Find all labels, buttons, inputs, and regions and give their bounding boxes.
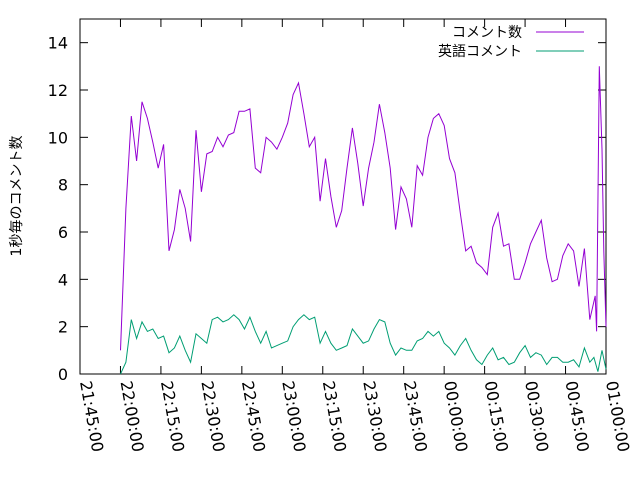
x-tick-label: 23:15:00 [319,379,350,453]
x-tick-label: 22:15:00 [157,379,188,453]
y-tick-label: 4 [58,270,68,289]
x-tick-label: 23:45:00 [400,379,431,453]
plot-frame [79,18,607,375]
series-line-english-comments [120,314,607,375]
x-tick-label: 00:00:00 [440,379,471,453]
legend-label: コメント数 [452,25,522,41]
y-tick-label: 8 [58,176,68,195]
y-tick-label: 10 [48,128,68,147]
x-tick-label: 22:45:00 [238,379,269,453]
x-tick-label: 22:00:00 [117,379,148,453]
legend-label: 英語コメント [438,43,522,60]
x-tick-label: 00:15:00 [481,379,512,453]
y-tick-label: 14 [48,34,68,53]
series-lines [120,66,607,375]
series-line-comments [120,66,607,351]
x-tick-label: 01:00:00 [602,379,633,453]
x-tick-label: 23:00:00 [278,379,309,453]
x-axis-ticks: 21:45:00 22:00:00 22:15:00 22:30:00 22:45:00… [76,19,633,453]
y-axis-ticks: 0 2 4 6 8 10 12 14 [48,34,606,384]
y-axis-label: 1秒毎のコメント数 [9,136,25,257]
x-tick-label: 21:45:00 [76,379,107,453]
x-tick-label: 23:30:00 [359,379,390,453]
x-tick-label: 22:30:00 [197,379,228,453]
y-tick-label: 2 [58,318,68,337]
y-tick-label: 6 [58,223,68,242]
x-tick-label: 00:45:00 [562,379,593,453]
x-tick-label: 00:30:00 [521,379,552,453]
y-tick-label: 12 [48,81,68,100]
y-tick-label: 0 [58,365,68,384]
